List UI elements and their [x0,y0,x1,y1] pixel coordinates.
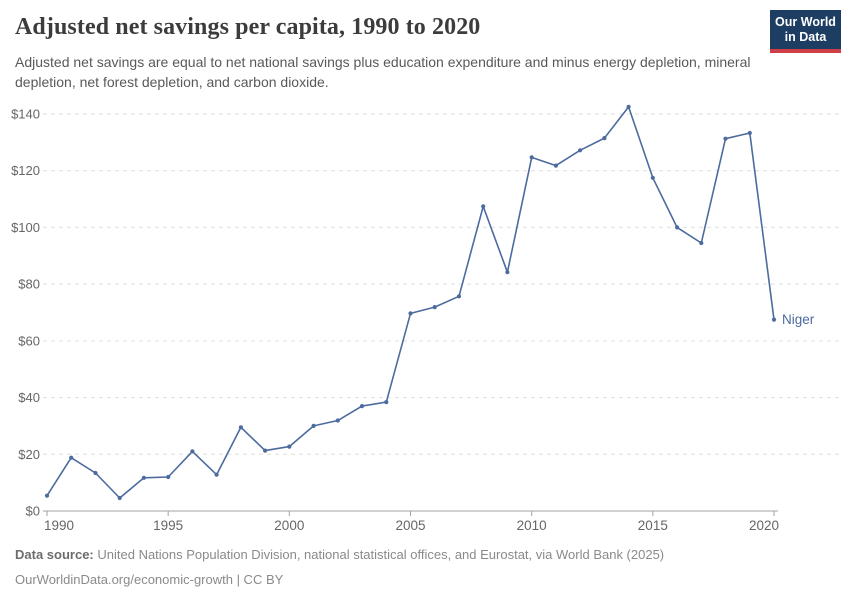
data-source-text: United Nations Population Division, nati… [97,547,665,562]
page-title: Adjusted net savings per capita, 1990 to… [15,14,481,40]
chart-subtitle: Adjusted net savings are equal to net na… [15,54,751,91]
owid-logo: Our World in Data [770,10,841,53]
x-axis-label: 1995 [153,518,183,533]
x-axis-label: 2020 [749,518,779,533]
y-axis-label: $40 [18,390,40,405]
y-axis-label: $100 [11,220,40,235]
data-point[interactable] [602,136,607,141]
data-source-line: Data source: United Nations Population D… [15,546,835,564]
x-axis-label: 2010 [517,518,547,533]
x-axis-label: 2000 [274,518,304,533]
x-axis-label: 2015 [638,518,668,533]
license-line[interactable]: OurWorldinData.org/economic-growth | CC … [15,572,284,588]
data-point[interactable] [214,472,219,477]
data-point[interactable] [505,270,510,275]
owid-logo-line2: in Data [784,30,827,44]
data-point[interactable] [93,470,98,476]
data-point[interactable] [699,240,704,246]
x-axis-label: 1990 [44,518,74,533]
y-axis-label: $120 [11,163,40,178]
y-axis-label: $60 [18,333,40,348]
data-point[interactable] [553,163,559,168]
series-label-niger[interactable]: Niger [782,312,815,327]
y-axis-label: $20 [18,447,40,462]
data-source-label: Data source: [15,547,94,562]
data-point[interactable] [238,425,243,430]
data-point[interactable] [166,474,171,480]
data-point[interactable] [747,130,752,136]
data-point[interactable] [408,311,413,316]
data-point[interactable] [626,104,631,109]
data-point[interactable] [117,495,122,501]
data-point[interactable] [384,400,389,405]
data-point[interactable] [456,294,462,299]
data-point[interactable] [311,423,316,428]
chart-footer: Data source: United Nations Population D… [15,546,835,596]
data-point[interactable] [432,305,437,310]
data-point[interactable] [578,148,583,153]
data-point[interactable] [263,448,268,453]
data-point[interactable] [335,418,340,423]
data-point[interactable] [141,475,146,480]
data-point[interactable] [529,155,534,160]
owid-logo-line1: Our World [775,15,836,29]
y-axis-label: $80 [18,277,40,292]
y-axis-label: $0 [26,504,40,519]
data-point[interactable] [650,175,655,180]
data-point[interactable] [359,404,365,409]
data-point[interactable] [675,225,680,230]
data-point[interactable] [190,449,195,454]
data-point[interactable] [481,204,486,209]
y-axis-label: $140 [11,107,40,122]
data-point[interactable] [287,444,292,449]
x-axis-label: 2005 [395,518,425,533]
series-line-niger[interactable] [46,106,775,499]
data-point[interactable] [771,317,777,322]
data-point[interactable] [723,136,728,141]
data-point[interactable] [44,493,50,498]
data-point[interactable] [69,455,74,460]
